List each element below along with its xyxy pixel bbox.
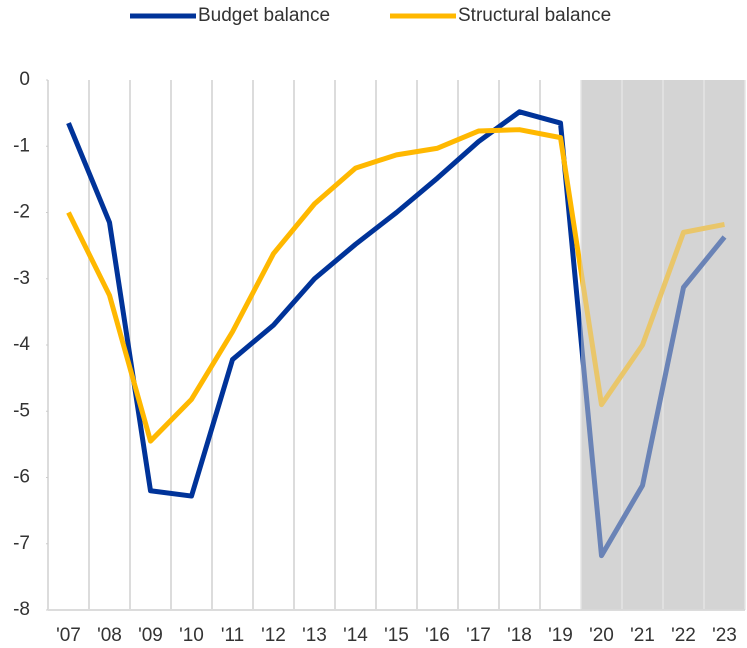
- legend-label: Budget balance: [198, 5, 330, 26]
- x-tick-label: '09: [138, 625, 163, 646]
- x-tick-label: '20: [589, 625, 614, 646]
- y-tick-label: -1: [13, 135, 30, 156]
- x-tick-label: '21: [630, 625, 655, 646]
- forecast-overlay: [581, 80, 745, 610]
- y-tick-label: -4: [13, 334, 30, 355]
- x-tick-label: '12: [261, 625, 286, 646]
- y-tick-label: -8: [13, 599, 30, 620]
- y-tick-label: -7: [13, 533, 30, 554]
- x-tick-label: '11: [221, 625, 244, 646]
- x-tick-label: '07: [56, 625, 81, 646]
- x-tick-label: '13: [302, 625, 327, 646]
- x-tick-label: '08: [97, 625, 122, 646]
- x-tick-label: '18: [507, 625, 532, 646]
- legend-label: Structural balance: [458, 5, 611, 26]
- y-tick-label: 0: [19, 69, 30, 90]
- x-tick-label: '19: [548, 625, 573, 646]
- x-tick-label: '15: [384, 625, 409, 646]
- y-tick-label: -6: [13, 467, 30, 488]
- x-tick-label: '22: [671, 625, 696, 646]
- x-tick-label: '16: [425, 625, 450, 646]
- x-tick-label: '14: [343, 625, 368, 646]
- x-tick-label: '10: [179, 625, 204, 646]
- x-tick-label: '17: [466, 625, 491, 646]
- x-tick-label: '23: [712, 625, 737, 646]
- y-tick-label: -5: [13, 400, 30, 421]
- y-tick-label: -2: [13, 202, 30, 223]
- y-tick-label: -3: [13, 268, 30, 289]
